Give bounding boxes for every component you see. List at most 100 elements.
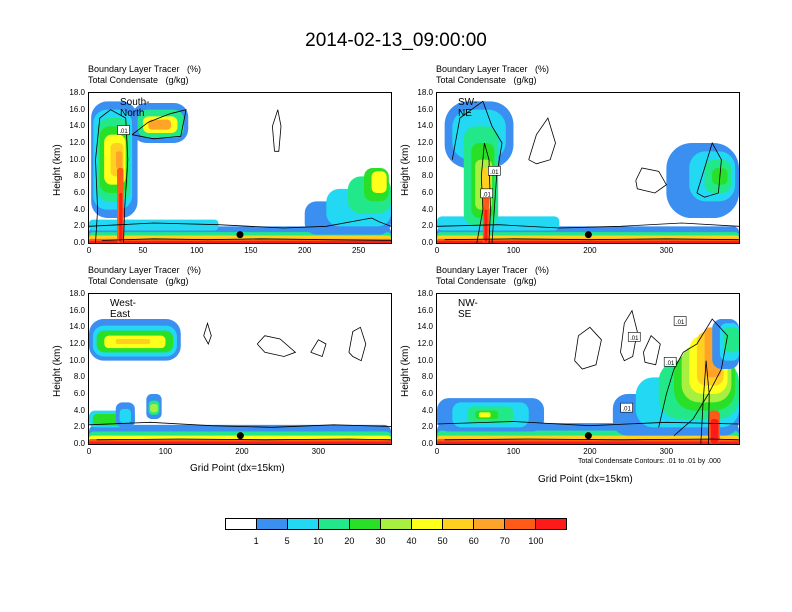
y-tick-label: 6.0 xyxy=(73,188,85,197)
contour-label-text: .01 xyxy=(622,407,631,413)
condensate-contour xyxy=(444,438,739,441)
condensate-contour xyxy=(574,326,602,370)
color-bar-label: 50 xyxy=(437,536,448,546)
tracer-cell xyxy=(89,240,391,243)
condensate-contour xyxy=(528,117,556,165)
page-title: 2014-02-13_09:00:00 xyxy=(305,30,487,51)
plot-area: .01 xyxy=(88,92,392,244)
y-tick-label: 2.0 xyxy=(73,221,85,231)
color-bar-label: 100 xyxy=(528,536,544,546)
y-tick-label: 6.0 xyxy=(421,389,433,398)
contour-label-box xyxy=(480,188,493,199)
y-tick-label: 0.0 xyxy=(73,238,85,247)
y-tick-label: 4.0 xyxy=(73,405,85,415)
contour-label-box xyxy=(620,402,633,413)
tracer-cell xyxy=(148,119,171,130)
cross-section-label: South-North xyxy=(120,97,150,119)
contour-label-text: .01 xyxy=(483,192,492,198)
y-tick-label: 2.0 xyxy=(73,422,85,432)
y-tick-label: 18.0 xyxy=(69,289,85,298)
x-tick-label: 100 xyxy=(506,246,521,255)
y-tick-label: 10.0 xyxy=(417,355,433,365)
contour-label-box xyxy=(117,125,130,135)
color-bar-label: 70 xyxy=(499,536,510,546)
tracer-cell xyxy=(115,151,123,168)
condensate-contour xyxy=(256,335,297,357)
contour-label: Total Condensate (g/kg) xyxy=(88,276,189,286)
contour-label-box xyxy=(627,332,641,342)
color-bar xyxy=(225,518,567,530)
color-bar-swatch xyxy=(319,519,350,529)
contour-value-label: .01 xyxy=(117,125,130,135)
field-label: Boundary Layer Tracer (%) xyxy=(436,265,550,275)
contour-label: Total Condensate (g/kg) xyxy=(436,75,537,85)
field-label: Boundary Layer Tracer (%) xyxy=(88,64,202,74)
location-marker xyxy=(584,432,592,440)
field-label: Boundary Layer Tracer (%) xyxy=(436,64,550,74)
contour-label-text: .01 xyxy=(490,170,499,176)
condensate-contour xyxy=(348,326,367,362)
tracer-cell xyxy=(89,441,391,444)
cross-section-label: NW-SE xyxy=(458,298,478,320)
heatmap-svg: .01 xyxy=(89,93,391,243)
heatmap-svg xyxy=(89,294,391,444)
y-tick-label: 16.0 xyxy=(69,104,85,114)
color-bar-label: 20 xyxy=(344,536,355,546)
heatmap-svg: .01 .01 xyxy=(437,93,739,243)
color-bar-swatch xyxy=(226,519,257,529)
condensate-contour xyxy=(620,309,638,362)
y-tick-label: 6.0 xyxy=(421,188,433,197)
x-tick-label: 100 xyxy=(190,246,204,255)
contour-label-box xyxy=(663,357,677,367)
condensate-contour xyxy=(476,142,491,243)
color-bar-label: 60 xyxy=(468,536,479,546)
contour-value-label: .01 xyxy=(620,402,633,413)
condensate-contour xyxy=(635,167,667,194)
y-tick-label: 14.0 xyxy=(69,322,85,332)
x-tick-label: 0 xyxy=(86,246,92,255)
y-tick-label: 16.0 xyxy=(417,305,433,315)
y-tick-label: 18.0 xyxy=(417,289,433,298)
y-tick-label: 4.0 xyxy=(73,204,85,214)
cross-section-label: SW-NE xyxy=(458,97,478,119)
location-marker xyxy=(236,432,244,440)
tracer-cell xyxy=(710,419,719,444)
y-tick-label: 12.0 xyxy=(417,138,433,147)
tracer-cell xyxy=(150,404,158,413)
y-tick-label: 16.0 xyxy=(69,305,85,315)
condensate-contour xyxy=(131,109,187,140)
y-tick-label: 8.0 xyxy=(73,171,85,181)
x-tick-label: 200 xyxy=(583,447,597,456)
color-bar-label: 40 xyxy=(406,536,417,546)
tracer-cell xyxy=(119,409,132,424)
y-tick-label: 8.0 xyxy=(421,372,433,382)
x-axis-label: Grid Point (dx=15km) xyxy=(538,474,633,485)
x-tick-label: 250 xyxy=(351,246,366,255)
tracer-cell xyxy=(479,412,491,418)
contour-label: Total Condensate (g/kg) xyxy=(436,276,537,286)
x-tick-label: 300 xyxy=(311,447,326,456)
color-bar-swatch xyxy=(412,519,443,529)
x-tick-label: 300 xyxy=(659,246,674,255)
y-tick-label: 4.0 xyxy=(421,204,433,214)
y-tick-label: 6.0 xyxy=(73,389,85,398)
cross-section-label: West-East xyxy=(110,298,136,320)
y-tick-label: 2.0 xyxy=(421,422,433,432)
y-tick-label: 18.0 xyxy=(69,88,85,97)
condensate-contour xyxy=(95,109,129,243)
tracer-cell xyxy=(484,209,488,243)
x-tick-label: 200 xyxy=(235,447,249,456)
color-bar-label: 1 xyxy=(253,536,259,546)
condensate-contour xyxy=(696,141,722,198)
contour-label-text: .01 xyxy=(630,336,639,342)
x-tick-label: 300 xyxy=(659,447,674,456)
plot-area: .01 .01 .01 .01 xyxy=(436,293,740,445)
contour-value-label: .01 xyxy=(673,316,687,326)
condensate-contour xyxy=(96,438,391,441)
tracer-cell xyxy=(437,216,560,231)
field-label: Boundary Layer Tracer (%) xyxy=(88,265,202,275)
color-bar-label: 5 xyxy=(284,536,290,546)
condensate-contour xyxy=(89,217,391,229)
tracer-cell xyxy=(437,441,739,444)
x-tick-label: 0 xyxy=(86,447,92,456)
